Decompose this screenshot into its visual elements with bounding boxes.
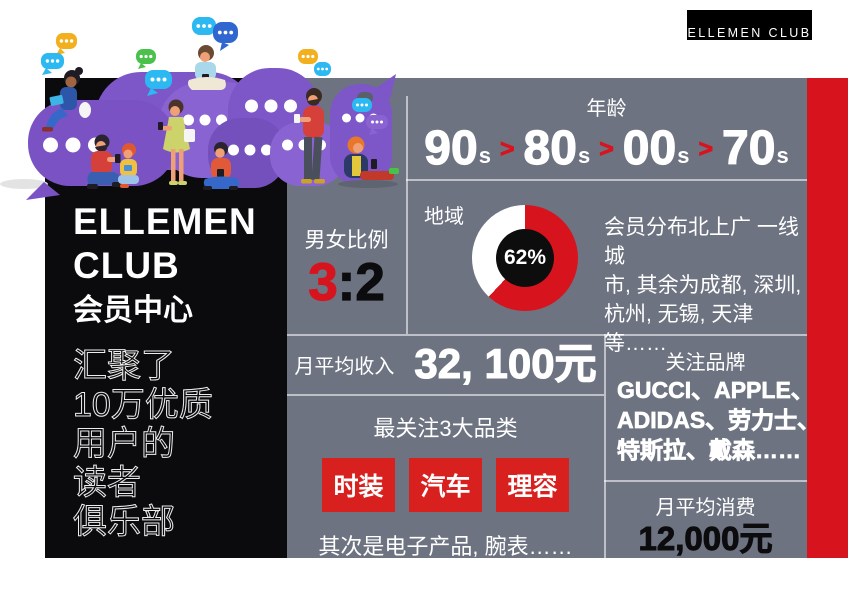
region-desc-line: 市, 其余为成都, 深圳,: [604, 274, 802, 297]
category-label: 时装: [333, 473, 384, 501]
subtitle-line: 10万优质: [73, 386, 214, 425]
divider-vertical-age: [406, 96, 408, 334]
divider-horizontal-income: [287, 394, 604, 396]
spend-label: 月平均消费: [655, 497, 756, 519]
spend-value: 12,000元: [638, 520, 773, 557]
region-donut: 62%: [472, 205, 578, 311]
region-label: 地域: [424, 206, 464, 228]
title-line-3: 会员中心: [73, 294, 193, 327]
region-description: 会员分布北上广 一线城 市, 其余为成都, 深圳, 杭州, 无锡, 天津等……: [604, 213, 809, 358]
greater-than-icon: >: [499, 134, 515, 163]
club-title: ELLEMEN CLUB 会员中心: [73, 200, 257, 332]
age-suffix: s: [776, 143, 789, 168]
gender-ratio-value: 3:2: [287, 253, 406, 312]
brands-section: 关注品牌 GUCCI、APPLE、 ADIDAS、劳力士、 特斯拉、戴森……: [604, 334, 821, 480]
ratio-male: 3: [308, 253, 339, 312]
brands-line: 特斯拉、戴森……: [617, 437, 802, 464]
ratio-female: 2: [355, 253, 386, 312]
category-box-car: 汽车: [409, 458, 482, 512]
category-box-fashion: 时装: [322, 458, 395, 512]
subtitle-line: 汇聚了: [73, 347, 176, 386]
age-suffix: s: [677, 143, 690, 168]
donut-center: 62%: [496, 229, 554, 287]
income-section: 月平均收入 32, 100元: [287, 334, 604, 394]
ellemen-club-badge: ELLEMEN CLUB: [687, 10, 812, 40]
subtitle-line: 读者: [73, 464, 142, 503]
age-label: 年龄: [586, 98, 627, 120]
categories-footnote: 其次是电子产品, 腕表……: [318, 534, 573, 559]
income-label: 月平均收入: [294, 355, 395, 378]
category-label: 理容: [507, 473, 558, 501]
category-box-grooming: 理容: [496, 458, 569, 512]
subtitle-line: 用户的: [73, 425, 176, 464]
greater-than-icon: >: [698, 134, 714, 163]
brands-title: 关注品牌: [665, 352, 746, 374]
age-suffix: s: [478, 143, 491, 168]
badge-label: ELLEMEN CLUB: [687, 25, 812, 40]
category-label: 汽车: [420, 473, 471, 501]
divider-horizontal-age: [406, 179, 807, 181]
region-desc-line: 杭州, 无锡, 天津等……: [604, 303, 754, 355]
divider-horizontal-spend: [604, 480, 807, 482]
donut-percent: 62%: [503, 246, 547, 269]
greater-than-icon: >: [599, 134, 614, 163]
brands-line: GUCCI、APPLE、: [617, 377, 814, 404]
title-line-2: CLUB: [73, 245, 180, 286]
ratio-colon: :: [337, 253, 356, 312]
top-categories-section: 最关注3大品类 时装 汽车 理容 其次是电子产品, 腕表……: [287, 394, 604, 559]
region-desc-line: 会员分布北上广 一线城: [604, 216, 799, 268]
ground-shadow: [0, 179, 48, 189]
age-group: 00: [622, 122, 677, 175]
spend-section: 月平均消费 12,000元: [604, 480, 807, 558]
title-line-1: ELLEMEN: [73, 201, 257, 242]
categories-title: 最关注3大品类: [373, 416, 518, 441]
subtitle-line: 俱乐部: [73, 503, 176, 542]
age-group: 80: [523, 122, 578, 175]
age-group: 90: [424, 122, 479, 175]
income-value: 32, 100元: [414, 340, 597, 387]
club-subtitle: 汇聚了 10万优质 用户的 读者 俱乐部: [73, 347, 214, 542]
age-suffix: s: [577, 143, 591, 168]
right-red-stripe: [807, 78, 848, 558]
gender-label: 男女比例: [304, 229, 389, 252]
gender-ratio-section: 男女比例 3:2: [287, 180, 406, 334]
categories-row: 时装 汽车 理容: [287, 458, 604, 512]
age-section: 年龄 90 s > 80 s > 00 s > 70 s: [406, 92, 807, 173]
age-ranking: 90 s > 80 s > 00 s > 70 s: [406, 122, 807, 175]
brands-line: ADIDAS、劳力士、: [617, 407, 821, 434]
divider-horizontal-mid: [287, 334, 807, 336]
divider-vertical-brands: [604, 334, 606, 558]
age-group: 70: [721, 122, 776, 175]
